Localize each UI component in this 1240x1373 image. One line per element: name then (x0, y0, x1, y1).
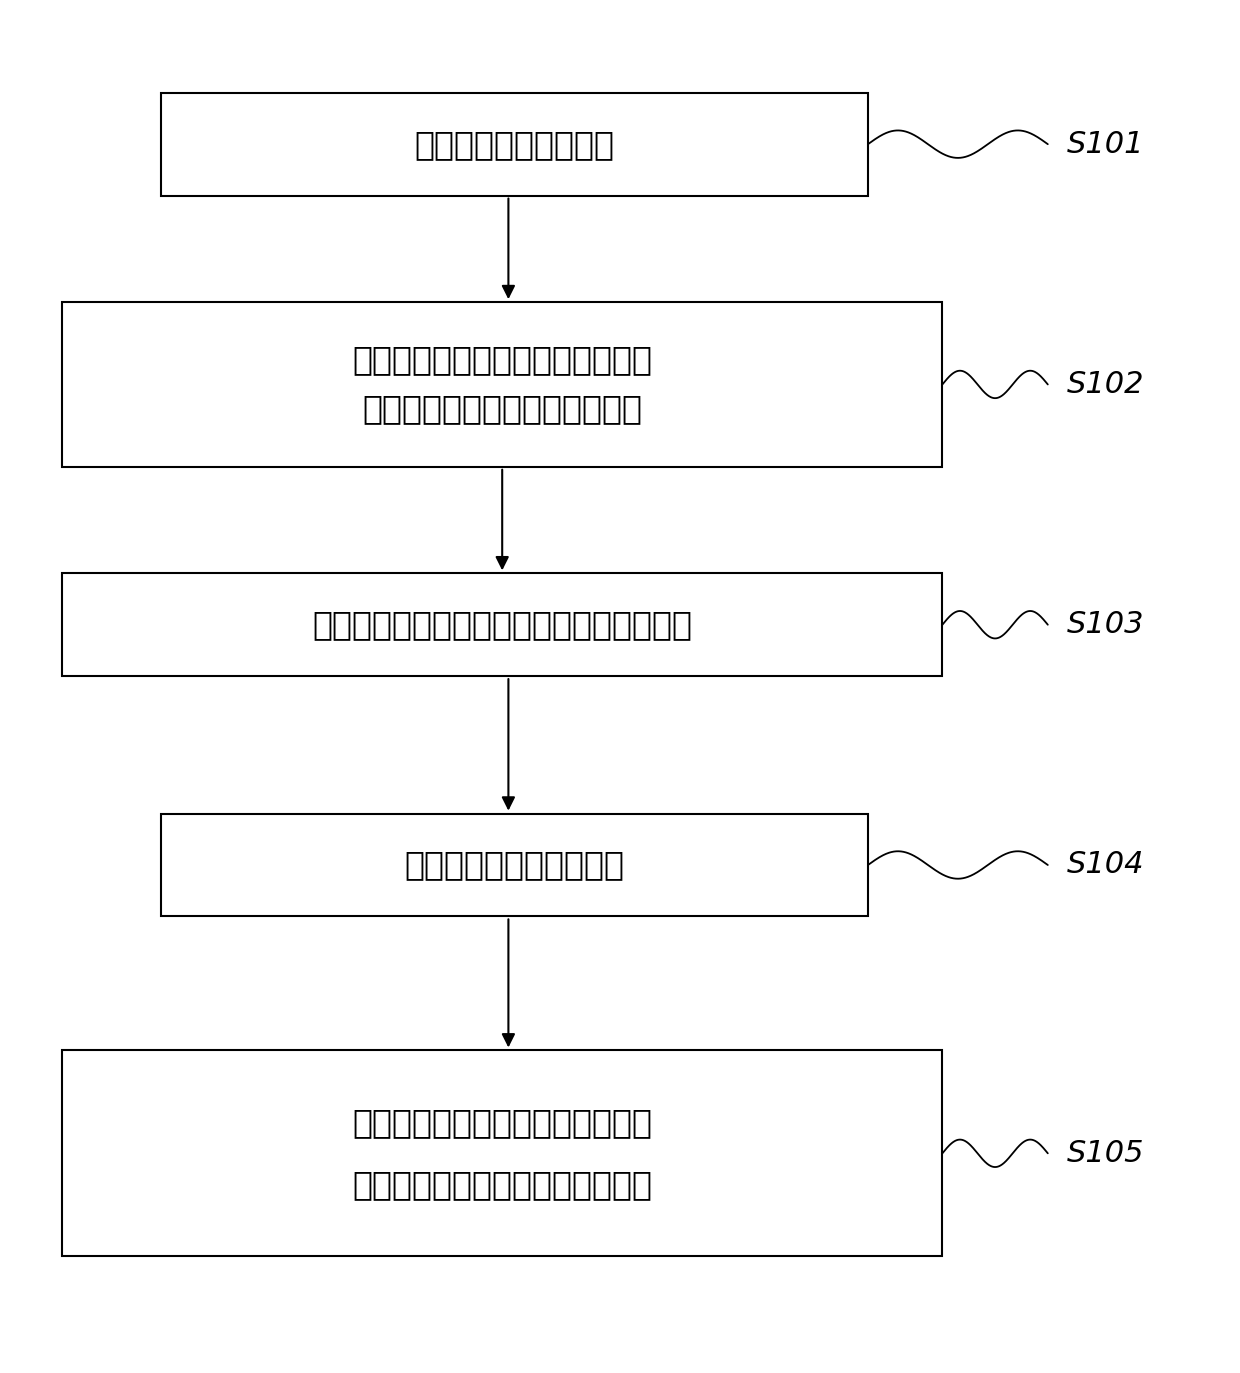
Text: 拾取待标注的阶梯孔；: 拾取待标注的阶梯孔； (414, 128, 615, 161)
Text: S102: S102 (1066, 369, 1145, 400)
Text: 建立所述阶梯孔的剪切面，所述剪: 建立所述阶梯孔的剪切面，所述剪 (352, 343, 652, 376)
Text: 切面通过所述阶梯孔的中轴线；: 切面通过所述阶梯孔的中轴线； (362, 393, 642, 426)
Text: 识别所述端面图的特征；: 识别所述端面图的特征； (404, 849, 625, 881)
Bar (62, 302, 942, 467)
Bar (161, 93, 868, 195)
Bar (161, 813, 868, 917)
Text: 应关系，获得所述阶梯孔的特征。: 应关系，获得所述阶梯孔的特征。 (352, 1167, 652, 1201)
Text: S104: S104 (1066, 850, 1145, 880)
FancyArrowPatch shape (503, 920, 513, 1045)
Text: S101: S101 (1066, 129, 1145, 159)
FancyArrowPatch shape (503, 199, 513, 297)
Text: S105: S105 (1066, 1138, 1145, 1168)
Bar (62, 1050, 942, 1256)
Text: S103: S103 (1066, 610, 1145, 640)
Text: 根据所述断面图与所述阶梯孔的对: 根据所述断面图与所述阶梯孔的对 (352, 1105, 652, 1140)
FancyArrowPatch shape (497, 470, 507, 568)
FancyArrowPatch shape (503, 680, 513, 809)
Text: 获得所述阶梯孔在所述剪切面上的断面图；: 获得所述阶梯孔在所述剪切面上的断面图； (312, 608, 692, 641)
Bar (62, 574, 942, 676)
